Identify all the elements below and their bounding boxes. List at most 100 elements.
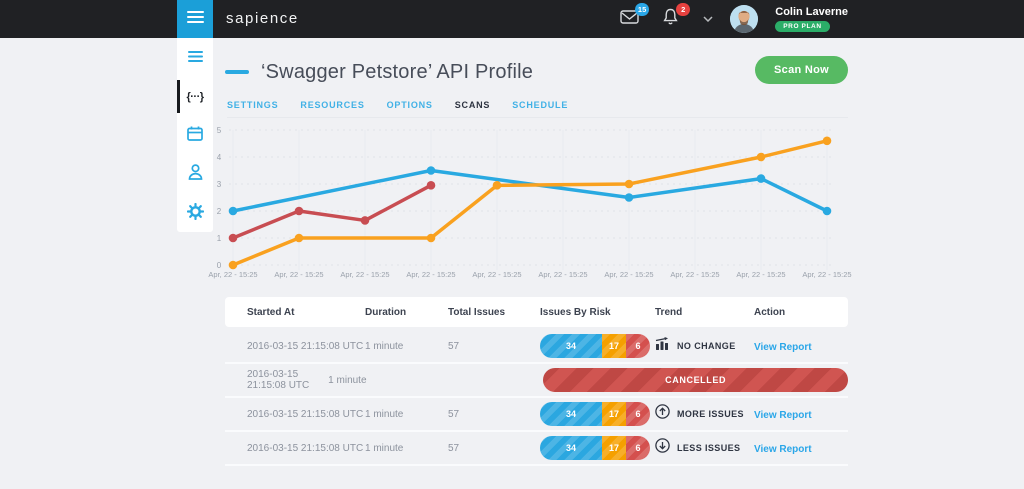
risk-high-segment: 34 [540,402,602,426]
messages-count-badge: 15 [634,3,650,16]
trend-label: LESS ISSUES [677,443,741,453]
table-row: 2016-03-15 21:15:08 UTC 1 minute 57 34 1… [225,432,848,466]
duration-cell: 1 minute [328,374,367,386]
title-legend-dash-icon [225,70,249,74]
code-braces-icon: {···} [186,90,204,103]
trend-cell: MORE ISSUES [655,404,754,424]
scan-history-chart: 0 1 2 3 4 5 Apr, 22 - 15:25 Apr, 22 - 15:25 Apr,… [208,124,851,286]
trend-cell: NO CHANGE [655,337,754,355]
trend-label: MORE ISSUES [677,409,744,419]
tab-settings[interactable]: SETTINGS [227,100,279,110]
risk-low-segment: 6 [626,436,650,460]
svg-text:2: 2 [217,207,222,216]
svg-text:3: 3 [217,180,222,189]
issues-by-risk-cell: 34 17 6 [540,402,655,426]
risk-pill: 34 17 6 [540,334,650,358]
risk-medium-segment: 17 [602,436,626,460]
messages-button[interactable]: 15 [617,3,650,31]
bell-icon [663,8,678,30]
risk-low-segment: 6 [626,334,650,358]
total-issues-cell: 57 [448,442,460,454]
trend-cell: LESS ISSUES [655,438,754,458]
column-header-duration: Duration [365,306,407,318]
tab-scans[interactable]: SCANS [454,100,491,110]
topbar-actions: 15 2 Colin Laverne PRO PLAN [617,0,848,38]
column-header-issues-by-risk: Issues By Risk [540,306,611,318]
column-header-started-at: Started At [247,306,295,318]
table-row-cancelled: 2016-03-15 21:15:08 UTC 1 minute CANCELL… [225,364,848,398]
user-menu-chevron-down-icon[interactable] [703,14,713,24]
user-name: Colin Laverne [775,6,848,18]
tab-options[interactable]: OPTIONS [386,100,433,110]
view-report-link[interactable]: View Report [754,410,812,421]
user-menu[interactable]: Colin Laverne PRO PLAN [775,6,848,32]
column-header-action: Action [754,306,786,318]
trend-chart-icon [655,337,670,355]
view-report-link[interactable]: View Report [754,444,812,455]
svg-text:Apr, 22 - 15:25: Apr, 22 - 15:25 [406,270,455,279]
svg-text:Apr, 22 - 15:25: Apr, 22 - 15:25 [274,270,323,279]
arrow-up-circle-icon [655,404,670,424]
envelope-icon [620,9,639,29]
risk-high-segment: 34 [540,334,602,358]
started-at-cell: 2016-03-15 21:15:08 UTC [247,442,364,454]
sidebar-item-api-profiles[interactable]: {···} [177,77,213,116]
sidebar-item-menu[interactable] [177,38,213,77]
svg-text:Apr, 22 - 15:25: Apr, 22 - 15:25 [670,270,719,279]
svg-text:4: 4 [217,153,222,162]
tab-bar: SETTINGS RESOURCES OPTIONS SCANS SCHEDUL… [227,100,848,118]
page-title: ‘Swagger Petstore’ API Profile [261,60,534,83]
svg-text:Apr, 22 - 15:25: Apr, 22 - 15:25 [802,270,851,279]
cancelled-status-banner: CANCELLED [543,368,848,392]
user-avatar[interactable] [730,5,759,33]
duration-cell: 1 minute [365,340,404,352]
table-row: 2016-03-15 21:15:08 UTC 1 minute 57 34 1… [225,330,848,364]
svg-text:Apr, 22 - 15:25: Apr, 22 - 15:25 [604,270,653,279]
user-icon [188,164,203,185]
plan-badge: PRO PLAN [775,21,830,32]
risk-pill: 34 17 6 [540,402,650,426]
calendar-icon [187,126,203,146]
svg-text:Apr, 22 - 15:25: Apr, 22 - 15:25 [736,270,785,279]
svg-text:Apr, 22 - 15:25: Apr, 22 - 15:25 [340,270,389,279]
view-report-link[interactable]: View Report [754,342,812,353]
tab-resources[interactable]: RESOURCES [300,100,365,110]
risk-medium-segment: 17 [602,402,626,426]
arrow-down-circle-icon [655,438,670,458]
main-content: ‘Swagger Petstore’ API Profile Scan Now … [208,38,852,489]
risk-pill: 34 17 6 [540,436,650,460]
svg-text:1: 1 [217,234,222,243]
total-issues-cell: 57 [448,340,460,352]
sidebar: {···} [177,38,213,232]
svg-text:0: 0 [217,261,222,270]
action-cell: View Report [754,405,848,423]
duration-cell: 1 minute [365,408,404,420]
started-at-cell: 2016-03-15 21:15:08 UTC [247,369,310,391]
scan-now-button[interactable]: Scan Now [755,56,848,84]
gear-icon [186,202,204,225]
main-menu-button[interactable] [177,0,213,38]
svg-text:Apr, 22 - 15:25: Apr, 22 - 15:25 [208,270,257,279]
action-cell: View Report [754,337,848,355]
tab-schedule[interactable]: SCHEDULE [512,100,569,110]
risk-high-segment: 34 [540,436,602,460]
column-header-total-issues: Total Issues [448,306,506,318]
hamburger-icon [187,49,203,67]
top-bar: sapience 15 2 Colin Laverne PRO PLAN [0,0,1024,38]
issues-by-risk-cell: 34 17 6 [540,436,655,460]
duration-cell: 1 minute [365,442,404,454]
total-issues-cell: 57 [448,408,460,420]
risk-medium-segment: 17 [602,334,626,358]
table-row: 2016-03-15 21:15:08 UTC 1 minute 57 34 1… [225,398,848,432]
started-at-cell: 2016-03-15 21:15:08 UTC [247,340,364,352]
notifications-count-badge: 2 [676,3,691,16]
notifications-button[interactable]: 2 [658,3,691,31]
action-cell: View Report [754,439,848,457]
sidebar-item-users[interactable] [177,155,213,194]
svg-text:Apr, 22 - 15:25: Apr, 22 - 15:25 [472,270,521,279]
issues-by-risk-cell: 34 17 6 [540,334,655,358]
sidebar-item-schedule[interactable] [177,116,213,155]
started-at-cell: 2016-03-15 21:15:08 UTC [247,408,364,420]
risk-low-segment: 6 [626,402,650,426]
sidebar-item-settings[interactable] [177,194,213,233]
